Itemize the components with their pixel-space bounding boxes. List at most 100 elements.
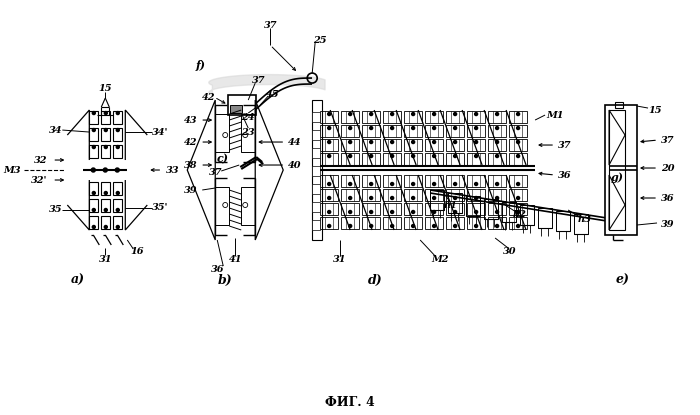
- Bar: [446, 217, 464, 229]
- Bar: [425, 111, 443, 123]
- Circle shape: [328, 183, 330, 186]
- Circle shape: [391, 183, 393, 186]
- Bar: [488, 217, 506, 229]
- Bar: [102, 182, 111, 195]
- Circle shape: [116, 225, 119, 229]
- Bar: [383, 139, 401, 151]
- Bar: [362, 175, 380, 187]
- Circle shape: [349, 127, 351, 129]
- Circle shape: [328, 210, 330, 213]
- Bar: [102, 216, 111, 229]
- Bar: [467, 217, 485, 229]
- Circle shape: [475, 141, 477, 144]
- Bar: [102, 145, 111, 158]
- Text: c): c): [216, 154, 228, 164]
- Bar: [488, 175, 506, 187]
- Circle shape: [92, 191, 95, 195]
- Circle shape: [454, 127, 456, 129]
- Circle shape: [328, 141, 330, 144]
- Circle shape: [454, 183, 456, 186]
- Bar: [404, 139, 422, 151]
- Bar: [320, 175, 338, 187]
- Circle shape: [370, 127, 372, 129]
- Circle shape: [116, 146, 119, 149]
- Bar: [312, 100, 322, 240]
- Bar: [509, 175, 527, 187]
- Circle shape: [517, 210, 519, 213]
- Circle shape: [328, 112, 330, 115]
- Text: ФИГ. 4: ФИГ. 4: [326, 396, 375, 410]
- Circle shape: [92, 129, 95, 132]
- Bar: [312, 148, 320, 158]
- Bar: [467, 125, 485, 137]
- Circle shape: [92, 208, 95, 212]
- Circle shape: [496, 127, 498, 129]
- Bar: [430, 190, 444, 210]
- Circle shape: [517, 141, 519, 144]
- Circle shape: [370, 225, 372, 227]
- Circle shape: [370, 154, 372, 158]
- Circle shape: [349, 210, 351, 213]
- Circle shape: [412, 154, 414, 158]
- Bar: [488, 125, 506, 137]
- Bar: [383, 153, 401, 165]
- Bar: [502, 202, 516, 222]
- Circle shape: [412, 183, 414, 186]
- Text: 33: 33: [167, 166, 180, 175]
- Circle shape: [92, 225, 95, 229]
- Circle shape: [349, 141, 351, 144]
- Circle shape: [391, 154, 393, 158]
- Circle shape: [391, 210, 393, 213]
- Bar: [362, 203, 380, 215]
- Circle shape: [104, 191, 107, 195]
- Text: 43: 43: [184, 115, 197, 124]
- Bar: [609, 110, 625, 230]
- Circle shape: [517, 154, 519, 158]
- Bar: [241, 114, 255, 152]
- Circle shape: [104, 112, 107, 115]
- Bar: [102, 111, 111, 124]
- Bar: [90, 182, 98, 195]
- Bar: [446, 139, 464, 151]
- Bar: [509, 189, 527, 201]
- Circle shape: [454, 112, 456, 115]
- Bar: [404, 175, 422, 187]
- Bar: [113, 145, 122, 158]
- Text: 37: 37: [209, 168, 222, 176]
- Text: 37: 37: [263, 21, 277, 29]
- Bar: [605, 105, 637, 235]
- Circle shape: [475, 127, 477, 129]
- Text: 42: 42: [184, 137, 197, 146]
- Text: h3: h3: [578, 215, 592, 225]
- Bar: [113, 111, 122, 124]
- Circle shape: [433, 197, 435, 200]
- Text: 20: 20: [661, 164, 675, 173]
- Bar: [425, 189, 443, 201]
- Text: 24: 24: [241, 112, 255, 122]
- Circle shape: [391, 141, 393, 144]
- Text: 32': 32': [31, 176, 48, 185]
- Text: 32: 32: [34, 156, 48, 164]
- Circle shape: [116, 129, 119, 132]
- Circle shape: [496, 225, 498, 227]
- Bar: [404, 153, 422, 165]
- Bar: [383, 175, 401, 187]
- Bar: [448, 193, 462, 213]
- Bar: [574, 214, 588, 234]
- Bar: [446, 111, 464, 123]
- Text: 44: 44: [288, 137, 302, 146]
- Bar: [383, 217, 401, 229]
- Text: 39: 39: [184, 186, 197, 195]
- Circle shape: [370, 141, 372, 144]
- Text: 37: 37: [558, 141, 572, 149]
- Text: 25: 25: [314, 36, 327, 44]
- Circle shape: [496, 197, 498, 200]
- Circle shape: [496, 154, 498, 158]
- Bar: [230, 105, 242, 113]
- Bar: [90, 145, 98, 158]
- Circle shape: [370, 183, 372, 186]
- Bar: [404, 125, 422, 137]
- Circle shape: [475, 197, 477, 200]
- Bar: [615, 102, 623, 108]
- Bar: [404, 189, 422, 201]
